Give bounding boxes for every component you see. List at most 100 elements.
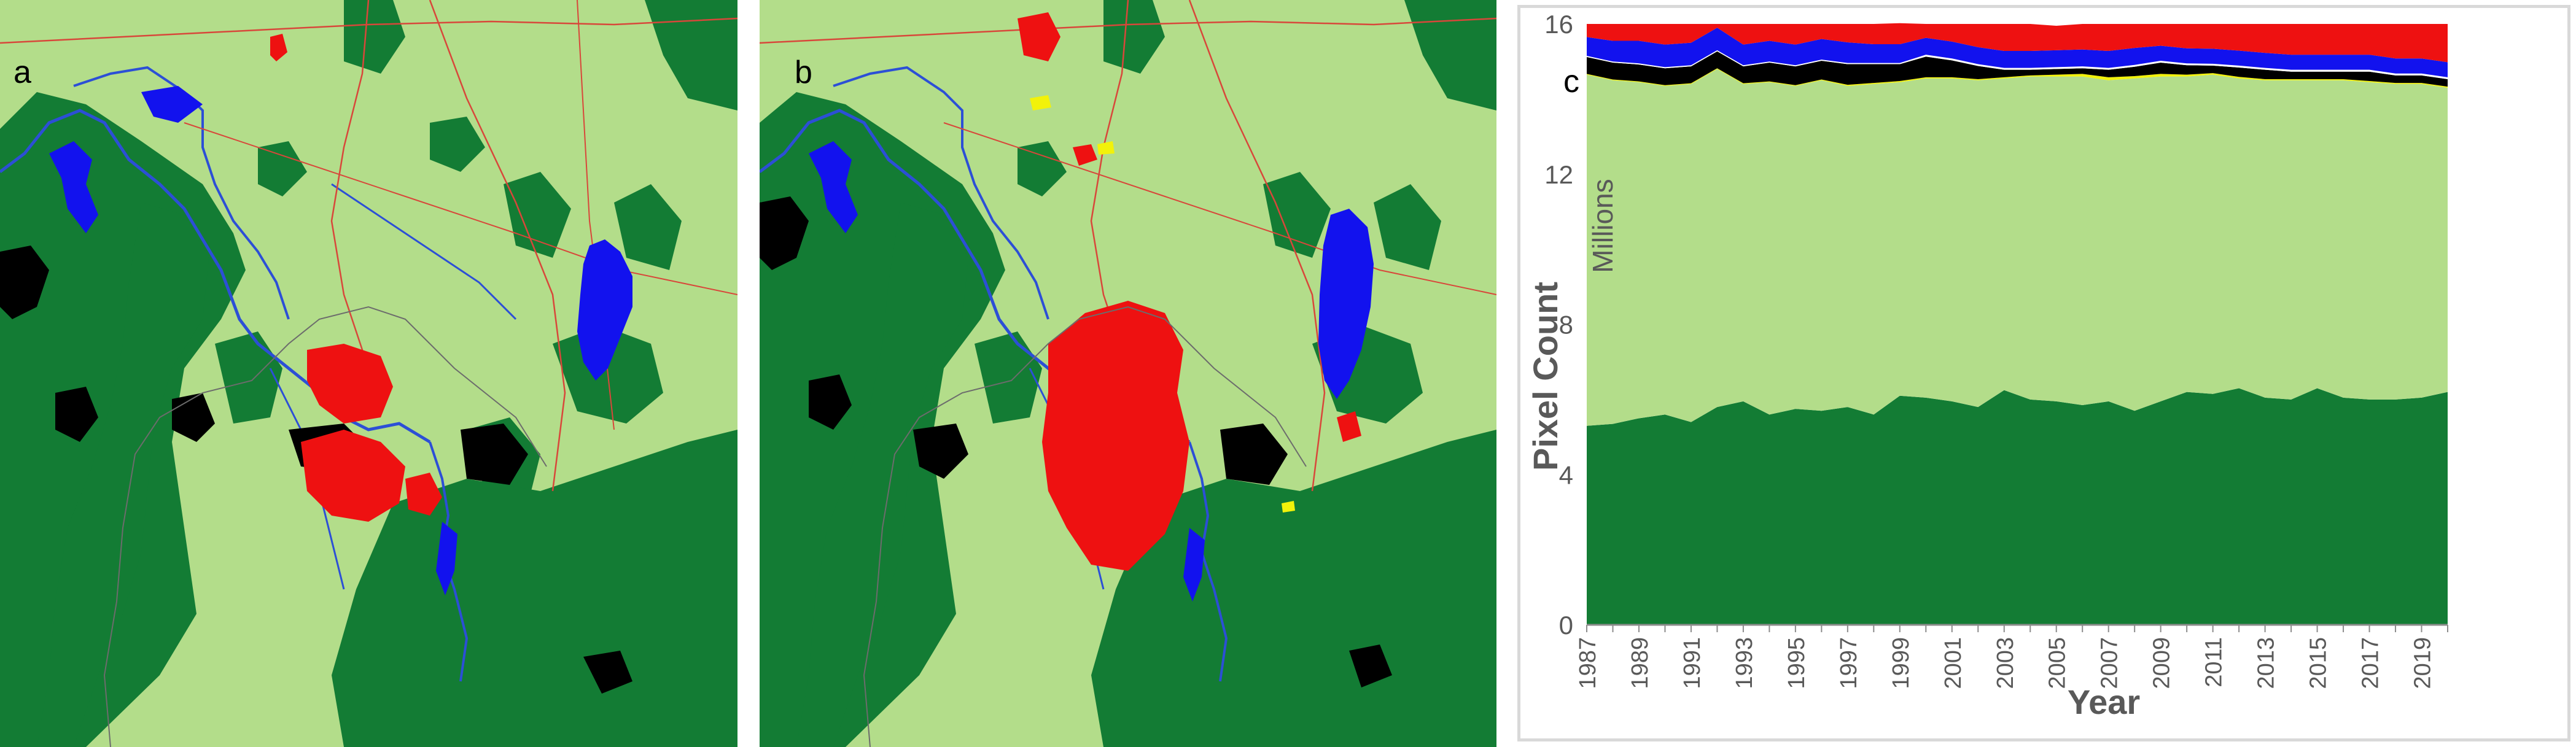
admin-boundary [103, 306, 547, 747]
urban-patch [1042, 301, 1189, 571]
lake [577, 239, 632, 381]
map-panel-b: b [760, 0, 1496, 747]
x-tick-label: 1987 [1575, 637, 1601, 689]
y-tick-labels: 0 4 8 12 16 [1544, 10, 1573, 640]
urban-patch [1073, 144, 1097, 166]
road [760, 17, 1496, 44]
reservoir [141, 86, 203, 123]
x-tick-label: 2009 [2149, 637, 2175, 689]
forest-patch [1091, 430, 1496, 747]
forest-patch [1263, 172, 1331, 258]
road [0, 17, 737, 44]
x-tick-label: 1995 [1784, 637, 1810, 689]
stacked-area-chart: 0 4 8 12 16 1987 1989 1991 1993 1995 1997 1999 2001… [1526, 10, 2448, 721]
reservoir [1183, 528, 1205, 602]
chart-panel-c: 0 4 8 12 16 1987 1989 1991 1993 1995 1997 1999 2001… [1514, 0, 2576, 747]
admin-boundary [863, 306, 1307, 747]
forest-patch [37, 203, 209, 747]
lake [1318, 209, 1374, 399]
x-axis-title: Year [2068, 683, 2140, 721]
urban-areas [270, 34, 442, 522]
urban-patch [270, 34, 287, 61]
x-tick-label: 2001 [1940, 637, 1966, 689]
x-tick-label: 1991 [1679, 637, 1705, 689]
forest-patch [1374, 184, 1441, 270]
reservoir [49, 141, 98, 233]
x-tick-label: 2019 [2410, 637, 2436, 689]
forest-patch [504, 172, 571, 258]
x-tick-label: 1989 [1627, 637, 1653, 689]
urban-patch [1018, 12, 1060, 61]
area-series-1 [1587, 69, 2448, 426]
forest-patch [645, 0, 737, 110]
y-axis-title: Pixel Count [1526, 282, 1565, 471]
x-tick-label: 2003 [1993, 637, 2018, 689]
barren-patch [55, 387, 98, 442]
panel-label-b: b [795, 55, 812, 90]
urban-patch [405, 473, 442, 516]
panel-label-c: c [1563, 64, 1579, 99]
forest-patch [258, 141, 307, 196]
urban-patch [301, 430, 405, 522]
barren-patch [760, 196, 809, 270]
forest-patch [1018, 141, 1067, 196]
yellow-patch [1282, 501, 1295, 513]
yellow-patch [1097, 141, 1115, 155]
y-tick-label: 16 [1544, 10, 1573, 39]
barren-patch [583, 651, 632, 694]
forest-patch [430, 117, 485, 172]
barren-patch [809, 374, 852, 430]
area-series-group [1587, 23, 2448, 625]
barren-patch [1220, 424, 1288, 485]
road [1188, 0, 1326, 492]
river [833, 66, 1049, 320]
road [330, 0, 370, 369]
x-tick-label: 2007 [2097, 637, 2123, 689]
chart-frame: 0 4 8 12 16 1987 1989 1991 1993 1995 1997 1999 2001… [1517, 5, 2570, 741]
y-tick-label: 12 [1544, 160, 1573, 189]
x-tick-label: 1993 [1732, 637, 1757, 689]
road [429, 0, 566, 492]
reservoir [809, 141, 858, 233]
land-cover-map-b [760, 0, 1496, 747]
forest-areas [760, 0, 1496, 747]
reservoir [436, 522, 457, 595]
x-tick-label: 1999 [1888, 637, 1914, 689]
forest-patch [796, 203, 968, 747]
forest-patch [215, 331, 282, 424]
yellow-patch [1030, 95, 1051, 110]
forest-patch [344, 0, 405, 74]
road [184, 122, 737, 295]
yellow-class-areas [1030, 95, 1295, 513]
forest-patch [1404, 0, 1496, 110]
forest-patch [614, 184, 682, 270]
river [73, 66, 290, 320]
area-series-6 [1587, 23, 2448, 63]
barren-patch [461, 424, 528, 485]
panel-label-a: a [14, 55, 31, 90]
barren-areas [760, 196, 1392, 687]
map-panel-a: a [0, 0, 737, 747]
area-series-3 [1587, 51, 2448, 87]
barren-patch [913, 424, 968, 479]
x-tick-label: 2017 [2358, 637, 2384, 689]
y-axis-unit: Millions [1587, 179, 1619, 273]
forest-patch [1103, 0, 1165, 74]
area-series-5 [1587, 28, 2448, 77]
urban-areas [1018, 12, 1361, 571]
y-tick-label: 8 [1559, 311, 1573, 339]
area-series-0 [1587, 388, 2448, 625]
land-cover-map-a [0, 0, 737, 747]
forest-patch [975, 331, 1042, 424]
y-tick-label: 0 [1559, 611, 1573, 640]
x-tick-label: 2013 [2254, 637, 2279, 689]
x-tick-label: 2005 [2045, 637, 2071, 689]
x-tick-label: 2011 [2201, 637, 2227, 687]
urban-patch [307, 344, 393, 424]
barren-patch [1349, 644, 1392, 687]
x-tick-label: 1997 [1836, 637, 1862, 689]
barren-patch [172, 393, 215, 442]
river [331, 183, 517, 320]
water-bodies [809, 141, 1374, 602]
barren-patch [0, 246, 49, 319]
